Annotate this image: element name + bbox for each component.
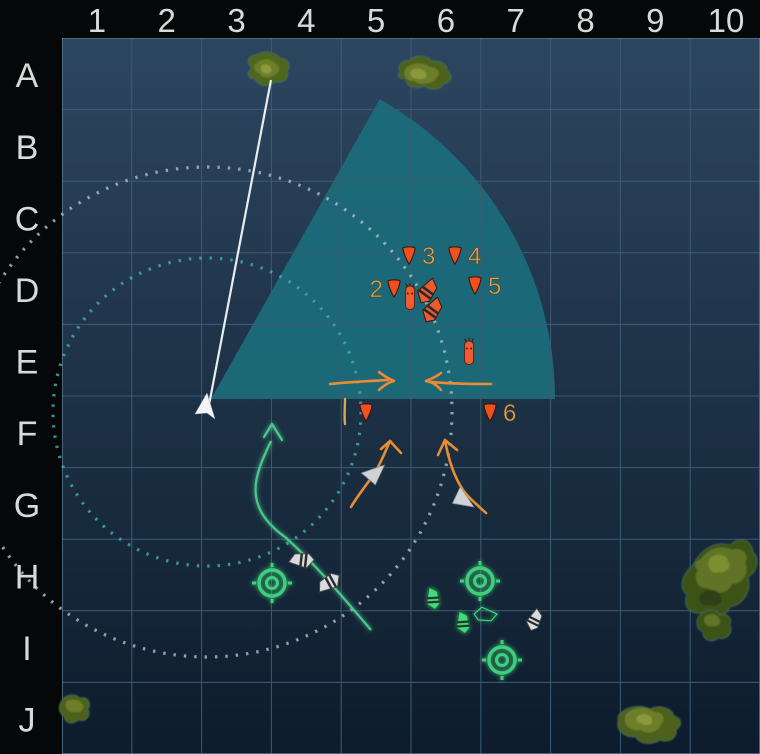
svg-text:5: 5 [367,2,385,39]
svg-text:9: 9 [646,2,664,39]
svg-text:2: 2 [158,2,176,39]
svg-text:10: 10 [708,2,745,39]
svg-text:3: 3 [422,243,435,270]
svg-text:1: 1 [88,2,106,39]
svg-text:6: 6 [503,400,516,427]
svg-text:4: 4 [468,243,481,270]
svg-text:E: E [16,344,39,382]
svg-text:C: C [15,200,40,238]
svg-text:B: B [16,129,39,167]
svg-text:I: I [22,630,31,668]
svg-text:H: H [15,558,40,596]
svg-text:7: 7 [507,2,525,39]
svg-text:3: 3 [227,2,245,39]
svg-text:4: 4 [297,2,315,39]
svg-text:F: F [17,415,38,453]
svg-text:8: 8 [576,2,594,39]
svg-text:G: G [14,487,40,525]
svg-text:6: 6 [437,2,455,39]
svg-text:2: 2 [370,276,383,303]
svg-text:5: 5 [488,273,501,300]
svg-text:A: A [16,57,39,95]
svg-text:J: J [19,702,36,740]
svg-text:D: D [15,272,40,310]
